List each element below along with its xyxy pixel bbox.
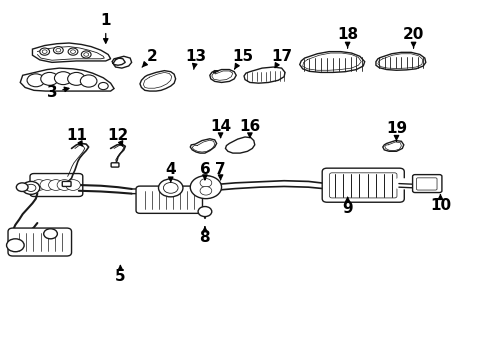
Circle shape <box>196 176 216 190</box>
Polygon shape <box>210 69 236 82</box>
Circle shape <box>80 75 97 87</box>
Text: 14: 14 <box>210 120 231 138</box>
Circle shape <box>6 239 24 252</box>
Circle shape <box>53 46 63 54</box>
FancyBboxPatch shape <box>111 163 119 167</box>
FancyBboxPatch shape <box>330 173 397 198</box>
Circle shape <box>84 53 89 56</box>
Circle shape <box>22 181 40 194</box>
Text: 2: 2 <box>142 49 158 67</box>
Circle shape <box>196 184 216 198</box>
FancyBboxPatch shape <box>30 174 83 197</box>
FancyBboxPatch shape <box>322 168 404 202</box>
Text: 3: 3 <box>47 85 69 100</box>
Text: 4: 4 <box>166 162 176 183</box>
Text: 5: 5 <box>115 266 126 284</box>
Text: 11: 11 <box>66 128 87 146</box>
Polygon shape <box>300 51 365 72</box>
Circle shape <box>68 48 78 55</box>
Polygon shape <box>244 67 285 83</box>
Text: 18: 18 <box>337 27 358 48</box>
FancyBboxPatch shape <box>413 175 442 193</box>
Circle shape <box>40 180 55 190</box>
Polygon shape <box>190 139 217 153</box>
Polygon shape <box>20 68 114 91</box>
Circle shape <box>68 72 85 85</box>
Circle shape <box>163 183 178 193</box>
Text: 10: 10 <box>430 194 451 213</box>
Text: 13: 13 <box>186 49 207 69</box>
Polygon shape <box>376 52 426 70</box>
Circle shape <box>26 184 36 192</box>
Polygon shape <box>32 43 111 62</box>
Polygon shape <box>140 71 175 91</box>
Circle shape <box>57 180 72 190</box>
Circle shape <box>44 229 57 239</box>
Text: 8: 8 <box>199 227 210 245</box>
Circle shape <box>54 72 72 85</box>
Circle shape <box>42 50 47 53</box>
Circle shape <box>27 74 45 87</box>
Circle shape <box>16 183 28 192</box>
Text: 20: 20 <box>403 27 424 48</box>
Text: 6: 6 <box>199 162 210 180</box>
FancyBboxPatch shape <box>416 178 437 190</box>
Circle shape <box>66 180 80 190</box>
Circle shape <box>98 82 108 90</box>
Polygon shape <box>383 140 404 151</box>
Text: 7: 7 <box>215 162 226 180</box>
Circle shape <box>49 180 63 190</box>
Circle shape <box>159 179 183 197</box>
Text: 16: 16 <box>239 120 261 138</box>
Text: 12: 12 <box>107 128 128 146</box>
Circle shape <box>81 51 91 58</box>
Circle shape <box>198 207 212 217</box>
FancyBboxPatch shape <box>8 228 72 256</box>
Circle shape <box>31 180 46 190</box>
Text: 17: 17 <box>271 49 292 68</box>
Text: 15: 15 <box>232 49 253 69</box>
Circle shape <box>190 176 221 199</box>
Polygon shape <box>225 137 255 153</box>
Circle shape <box>56 48 61 52</box>
Circle shape <box>71 50 75 53</box>
Circle shape <box>200 186 212 195</box>
Text: 9: 9 <box>343 198 353 216</box>
Circle shape <box>41 72 58 85</box>
Text: 1: 1 <box>100 13 111 43</box>
FancyBboxPatch shape <box>62 181 71 186</box>
Polygon shape <box>112 56 132 68</box>
Circle shape <box>40 48 49 55</box>
Text: 19: 19 <box>386 121 407 141</box>
Circle shape <box>200 179 212 187</box>
FancyBboxPatch shape <box>136 186 202 213</box>
